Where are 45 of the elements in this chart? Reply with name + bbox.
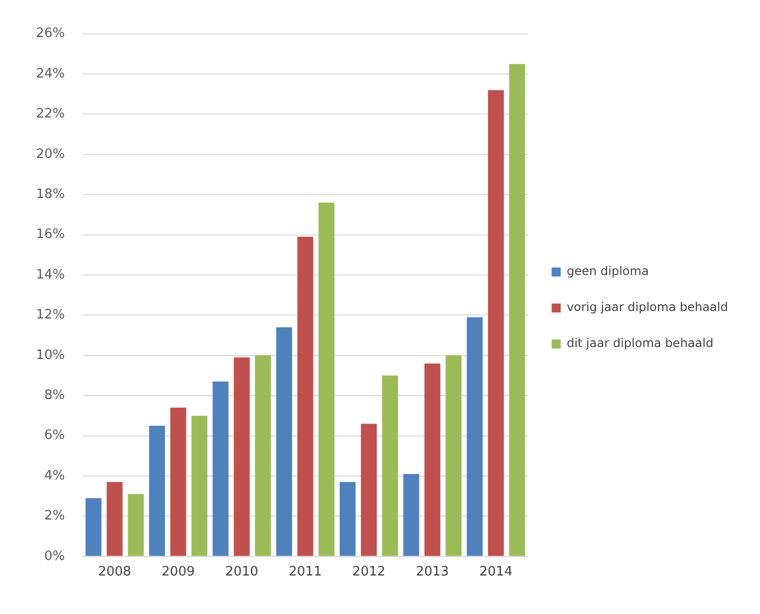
bar [382, 376, 398, 556]
bar [509, 64, 526, 556]
y-tick-label: 6% [44, 428, 65, 444]
x-tick-label: 2012 [352, 564, 386, 580]
bar [318, 202, 334, 556]
legend-label: geen diploma [566, 264, 649, 278]
y-tick-label: 10% [36, 348, 65, 363]
y-tick-label: 16% [36, 227, 65, 242]
legend-label: dit jaar diploma behaald [566, 336, 714, 350]
x-tick-label: 2009 [162, 564, 195, 580]
x-tick-label: 2011 [288, 564, 322, 580]
bar [403, 474, 420, 556]
bar [424, 363, 440, 556]
legend-label: vorig jaar diploma behaald [566, 300, 728, 314]
bar [128, 494, 144, 556]
y-tick-label: 24% [36, 66, 65, 82]
y-tick-label: 18% [36, 186, 65, 202]
bar [446, 355, 462, 556]
y-tick-label: 2% [44, 508, 65, 524]
bar [340, 482, 356, 556]
x-tick-label: 2013 [416, 564, 449, 580]
bar [106, 482, 123, 556]
x-tick-label: 2014 [479, 564, 512, 580]
bar [212, 382, 229, 556]
x-tick-label: 2008 [98, 564, 132, 580]
y-tick-label: 0% [44, 548, 65, 564]
bar [149, 426, 165, 556]
y-tick-label: 14% [36, 267, 65, 282]
y-tick-label: 22% [36, 106, 65, 122]
y-tick-label: 8% [44, 388, 65, 403]
x-tick-label: 2010 [225, 564, 258, 580]
bar [254, 355, 271, 556]
y-tick-label: 26% [36, 26, 65, 42]
bar [234, 357, 250, 556]
y-tick-label: 12% [36, 308, 65, 323]
bar [86, 498, 102, 556]
bar [191, 416, 208, 556]
bar [170, 408, 186, 556]
bar [360, 424, 377, 556]
bar [466, 317, 483, 556]
bar [297, 236, 314, 556]
y-tick-label: 20% [36, 146, 65, 162]
bar [488, 90, 504, 556]
bar [276, 327, 292, 556]
y-tick-label: 4% [44, 468, 65, 484]
